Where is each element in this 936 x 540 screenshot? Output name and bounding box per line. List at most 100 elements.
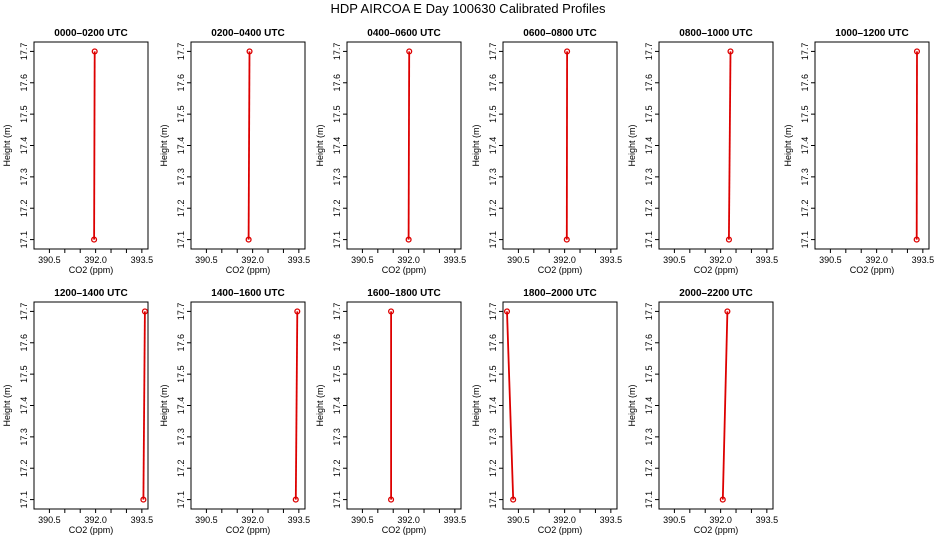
x-tick-label: 392.0: [84, 255, 107, 265]
y-tick-label: 17.7: [19, 303, 29, 321]
panel-title: 0600–0800 UTC: [523, 28, 596, 39]
y-tick-label: 17.5: [19, 105, 29, 123]
y-tick-label: 17.2: [176, 199, 186, 217]
x-tick-label: 392.0: [709, 255, 732, 265]
x-tick-label: 390.5: [351, 515, 374, 525]
y-axis-label: Height (m): [783, 124, 793, 166]
plot-frame: [814, 41, 930, 250]
profile-point: [246, 48, 253, 55]
plot-frame: [190, 301, 306, 510]
y-tick-label: 17.6: [488, 334, 498, 352]
y-tick-label: 17.3: [488, 428, 498, 446]
profile-line: [93, 51, 96, 240]
x-tick-label: 392.0: [241, 255, 264, 265]
y-tick-label: 17.1: [800, 231, 810, 249]
y-tick-label: 17.4: [800, 137, 810, 155]
panel-title: 0000–0200 UTC: [54, 28, 127, 39]
y-tick-label: 17.1: [644, 491, 654, 509]
x-tick-label: 390.5: [819, 255, 842, 265]
x-tick-label: 392.0: [241, 515, 264, 525]
plot-frame: [502, 301, 618, 510]
y-tick-label: 17.4: [19, 397, 29, 415]
profile-point: [725, 236, 732, 243]
y-tick-label: 17.5: [332, 105, 342, 123]
y-tick-label: 17.5: [488, 105, 498, 123]
panel-title: 0200–0400 UTC: [211, 28, 284, 39]
y-tick-label: 17.3: [644, 168, 654, 186]
y-tick-label: 17.6: [176, 74, 186, 92]
x-tick-label: 393.5: [756, 515, 779, 525]
x-axis-label: CO2 (ppm): [694, 525, 739, 535]
panel-title: 1600–1800 UTC: [367, 288, 440, 299]
y-axis-label: Height (m): [159, 124, 169, 166]
y-tick-label: 17.6: [800, 74, 810, 92]
y-tick-label: 17.2: [644, 459, 654, 477]
panel-9: 1600–1800 UTC 390.5 392.0 393.5 CO2 (ppm) 17.…: [315, 288, 466, 535]
profile-point: [913, 48, 921, 55]
profile-point: [292, 496, 299, 503]
y-tick-label: 17.5: [644, 365, 654, 383]
x-axis-label: CO2 (ppm): [538, 525, 583, 535]
x-tick-label: 392.0: [865, 255, 888, 265]
x-tick-label: 390.5: [507, 515, 530, 525]
y-tick-label: 17.5: [176, 365, 186, 383]
x-tick-label: 392.0: [553, 255, 576, 265]
profile-line: [506, 311, 515, 500]
profile-line: [294, 311, 299, 500]
y-tick-label: 17.3: [19, 428, 29, 446]
y-tick-label: 17.7: [488, 43, 498, 61]
profile-line: [142, 311, 146, 500]
y-tick-label: 17.7: [332, 43, 342, 61]
y-tick-label: 17.2: [644, 199, 654, 217]
y-tick-label: 17.5: [800, 105, 810, 123]
profile-point: [245, 236, 252, 243]
x-tick-label: 390.5: [38, 515, 61, 525]
y-tick-label: 17.5: [644, 105, 654, 123]
y-tick-label: 17.4: [332, 397, 342, 415]
x-tick-label: 392.0: [553, 515, 576, 525]
y-tick-label: 17.4: [488, 137, 498, 155]
x-axis-label: CO2 (ppm): [226, 525, 271, 535]
y-tick-label: 17.5: [488, 365, 498, 383]
x-tick-label: 393.5: [444, 255, 467, 265]
x-axis-label: CO2 (ppm): [694, 265, 739, 275]
y-tick-label: 17.2: [176, 459, 186, 477]
y-tick-label: 17.5: [332, 365, 342, 383]
panel-title: 0800–1000 UTC: [679, 28, 752, 39]
profile-point: [406, 48, 413, 55]
x-tick-label: 390.5: [663, 515, 686, 525]
y-tick-label: 17.4: [176, 137, 186, 155]
y-tick-label: 17.3: [176, 168, 186, 186]
y-tick-label: 17.1: [488, 491, 498, 509]
y-tick-label: 17.1: [176, 491, 186, 509]
profile-point: [91, 48, 98, 55]
profile-point: [91, 236, 98, 243]
y-tick-label: 17.4: [644, 137, 654, 155]
y-axis-label: Height (m): [627, 124, 637, 166]
y-axis-label: Height (m): [315, 384, 325, 426]
x-tick-label: 393.5: [600, 515, 623, 525]
y-tick-label: 17.2: [19, 459, 29, 477]
panel-title: 0400–0600 UTC: [367, 28, 440, 39]
profile-point: [564, 48, 571, 55]
profile-line: [721, 311, 729, 500]
profile-point: [503, 308, 511, 315]
plot-frame: [346, 301, 462, 510]
y-tick-label: 17.1: [488, 231, 498, 249]
y-tick-label: 17.6: [644, 334, 654, 352]
y-tick-label: 17.5: [176, 105, 186, 123]
plot-frame: [33, 41, 149, 250]
y-axis-label: Height (m): [627, 384, 637, 426]
x-tick-label: 392.0: [84, 515, 107, 525]
x-tick-label: 393.5: [444, 515, 467, 525]
y-tick-label: 17.7: [488, 303, 498, 321]
y-tick-label: 17.3: [800, 168, 810, 186]
y-tick-label: 17.3: [19, 168, 29, 186]
y-tick-label: 17.6: [644, 74, 654, 92]
profile-line: [407, 51, 411, 240]
y-tick-label: 17.1: [332, 491, 342, 509]
y-tick-label: 17.6: [332, 74, 342, 92]
plot-frame: [658, 41, 774, 250]
y-tick-label: 17.4: [644, 397, 654, 415]
panel-10: 1800–2000 UTC 390.5 392.0 393.5 CO2 (ppm) 17.…: [471, 288, 622, 535]
